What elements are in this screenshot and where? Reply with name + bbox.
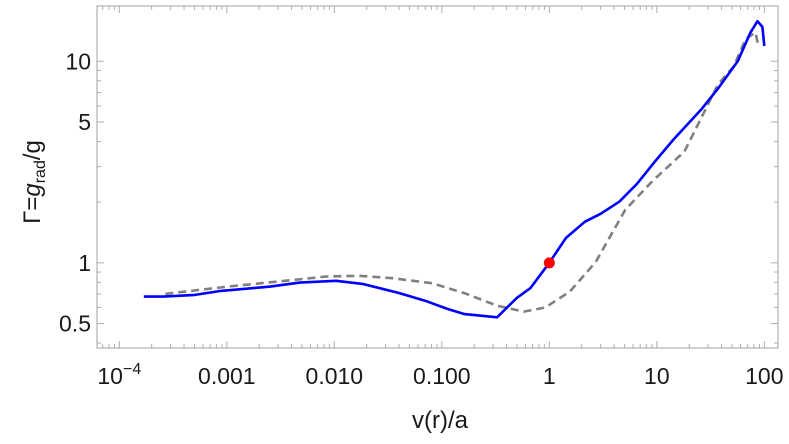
x-tick-label-text: 0.100: [413, 363, 471, 389]
x-tick-label-exponent: −4: [123, 361, 141, 378]
x-tick-label-text: 10: [97, 363, 123, 389]
highlight-point: [543, 257, 555, 269]
series-group: [143, 19, 766, 319]
series-line-solid: [143, 19, 766, 319]
y-tick-label: 1: [78, 250, 91, 276]
x-tick-label-text: 1: [543, 363, 556, 389]
x-tick-label-text: 0.010: [306, 363, 364, 389]
y-tick-label: 5: [78, 109, 91, 135]
x-tick-label: 0.001: [198, 363, 256, 389]
y-label-rest: /g: [19, 140, 46, 160]
x-axis-label: v(r)/a: [412, 407, 469, 434]
y-label-g: g: [19, 183, 46, 197]
y-axis-label: Γ=grad/g: [19, 140, 49, 224]
x-tick-label-text: 0.001: [198, 363, 256, 389]
x-tick-label: 0.100: [413, 363, 471, 389]
x-tick-label: 1: [543, 363, 556, 389]
series-line-dashed: [165, 31, 760, 313]
x-tick-label: 10: [644, 363, 670, 389]
x-tick-label: 10−4: [97, 361, 141, 389]
y-label-sub: rad: [32, 160, 49, 183]
axis-ticks: [97, 6, 778, 348]
y-tick-label: 10: [65, 48, 91, 74]
plot-frame: [96, 5, 779, 349]
y-label-gamma: Γ=: [19, 197, 46, 224]
x-tick-labels: 10−4 0.001 0.010 0.100 1 10 100: [97, 361, 783, 389]
y-tick-label: 0.5: [59, 311, 91, 337]
x-tick-label: 100: [745, 363, 783, 389]
x-tick-label-text: 100: [745, 363, 783, 389]
x-tick-label-text: 10: [644, 363, 670, 389]
y-tick-labels: 0.5 1 5 10: [59, 48, 91, 336]
x-tick-label: 0.010: [306, 363, 364, 389]
